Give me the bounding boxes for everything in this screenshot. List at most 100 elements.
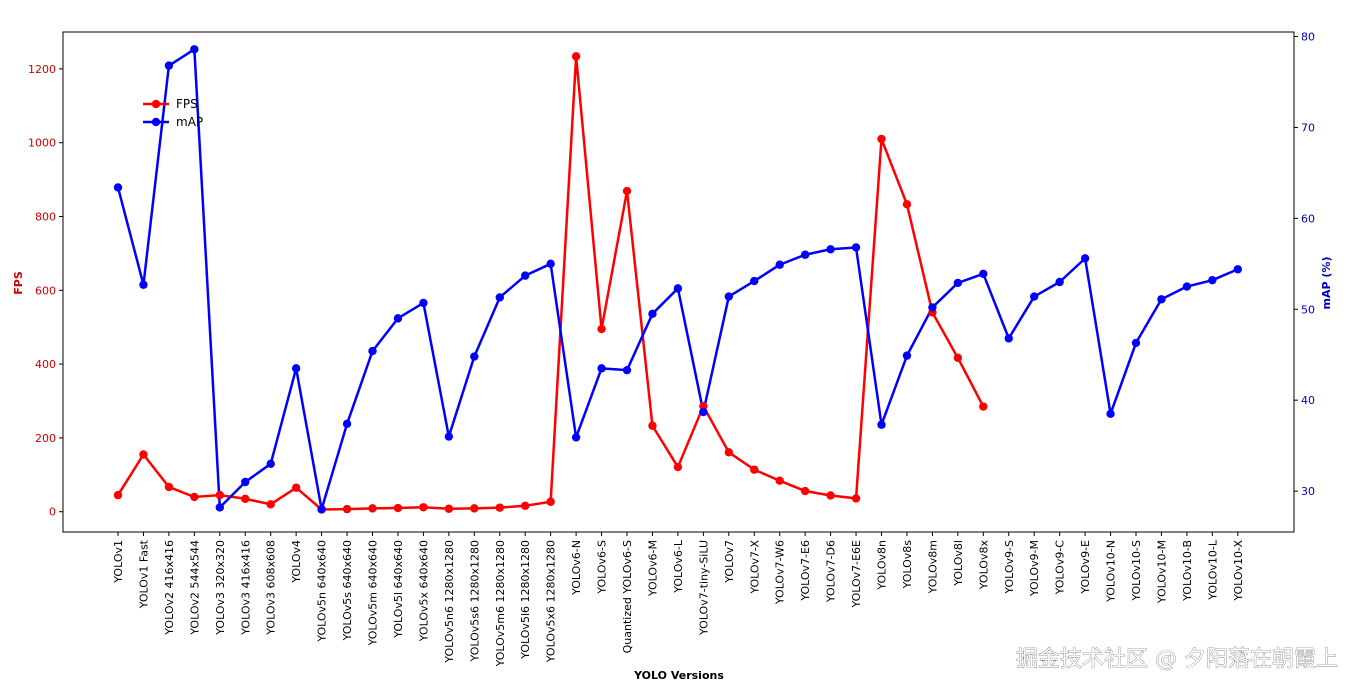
map-point <box>215 503 224 512</box>
fps-point <box>724 448 733 457</box>
fps-point <box>750 465 759 474</box>
x-tick-label: Quantized YOLOv6-S <box>621 540 634 653</box>
x-tick-label: YOLOv7 <box>723 540 736 584</box>
fps-point <box>622 186 632 196</box>
right-tick-label: 60 <box>1301 212 1315 225</box>
map-point <box>1233 265 1243 274</box>
legend: FPS mAP <box>143 97 203 129</box>
x-tick-label: YOLOv5x 640x640 <box>417 540 430 642</box>
map-point <box>546 259 555 269</box>
x-tick-label: YOLOv3 416x416 <box>239 540 252 636</box>
map-point <box>470 352 479 361</box>
map-point <box>368 346 377 356</box>
fps-point <box>800 486 810 496</box>
series-points <box>113 45 1243 514</box>
x-tick-label: YOLOv5n 640x640 <box>316 540 329 643</box>
map-point <box>571 433 581 442</box>
map-point <box>113 183 123 192</box>
x-tick-label: YOLOv8n <box>876 540 889 591</box>
fps-point <box>241 494 250 503</box>
map-point <box>495 293 504 302</box>
fps-point <box>393 503 403 513</box>
x-tick-label: YOLOv3 320x320 <box>214 540 227 636</box>
map-point <box>877 420 886 429</box>
left-tick-label: 600 <box>35 284 56 297</box>
right-tick-label: 40 <box>1301 394 1315 407</box>
map-point <box>1182 282 1192 291</box>
left-tick-label: 1200 <box>28 63 56 76</box>
left-tick-label: 800 <box>35 211 56 224</box>
fps-point <box>113 490 123 500</box>
x-axis-ticks: YOLOv1 YOLOv1 Fast YOLOv2 416x416 YOLOv2 54… <box>112 532 1245 667</box>
x-tick-label: YOLOv6-L <box>672 539 685 594</box>
fps-point <box>597 324 606 334</box>
x-tick-label: YOLOv10-L <box>1206 539 1219 601</box>
x-tick-label: YOLOv9-M <box>1028 540 1041 597</box>
x-tick-label: YOLOv10-M <box>1155 540 1168 604</box>
fps-point <box>775 476 784 485</box>
x-tick-label: YOLOv1 Fast <box>137 539 150 609</box>
map-point <box>724 292 733 301</box>
fps-point <box>902 200 912 209</box>
map-point <box>928 303 937 312</box>
fps-point <box>851 494 861 503</box>
fps-point <box>979 402 988 411</box>
y-right-axis-title: mAP (%) <box>1320 257 1333 310</box>
x-tick-label: YOLOv6-S <box>596 540 609 595</box>
map-point <box>419 298 428 308</box>
x-tick-label: YOLOv7-E6E <box>850 540 863 609</box>
x-tick-label: YOLOv8l <box>952 540 965 587</box>
x-tick-label: YOLOv9-C <box>1054 540 1067 596</box>
fps-point <box>699 401 708 411</box>
fps-point <box>877 134 886 144</box>
fps-point <box>648 421 657 430</box>
fps-point <box>139 450 148 459</box>
legend-label-map: mAP <box>176 115 203 129</box>
legend-label-fps: FPS <box>176 97 198 111</box>
left-tick-label: 1000 <box>28 137 56 150</box>
right-tick-label: 70 <box>1301 121 1315 134</box>
fps-point <box>291 483 301 492</box>
right-tick-label: 80 <box>1301 31 1315 44</box>
x-tick-label: YOLOv10-X <box>1232 540 1245 602</box>
x-tick-label: YOLOv5m 640x640 <box>367 540 380 646</box>
fps-point <box>546 497 555 506</box>
x-tick-label: YOLOv7-X <box>748 540 761 595</box>
left-tick-label: 0 <box>49 506 56 519</box>
x-tick-label: YOLOv1 <box>112 540 125 584</box>
fps-point <box>495 503 504 512</box>
fps-point <box>444 504 454 513</box>
map-point <box>190 45 199 54</box>
map-point <box>393 314 403 323</box>
map-point <box>1004 334 1013 343</box>
map-point <box>851 243 861 252</box>
map-point <box>291 364 301 373</box>
map-point <box>800 250 810 259</box>
x-tick-label: YOLOv9-E <box>1079 540 1092 595</box>
x-tick-label: YOLOv7-D6 <box>825 540 838 603</box>
x-tick-label: YOLOv8x <box>977 540 990 591</box>
series-lines <box>116 48 1239 511</box>
map-point <box>521 271 530 280</box>
map-point <box>1055 277 1064 287</box>
x-tick-label: YOLOv8s <box>901 540 914 590</box>
map-point <box>673 284 683 293</box>
x-tick-label: YOLOv2 544x544 <box>188 540 201 636</box>
x-tick-label: YOLOv10-B <box>1181 540 1194 602</box>
x-tick-label: YOLOv8m <box>926 540 939 594</box>
map-point <box>317 505 326 514</box>
map-point <box>597 364 606 373</box>
plot-frame <box>62 31 1295 533</box>
x-tick-label: YOLOv5l 640x640 <box>392 540 405 639</box>
map-point <box>1157 295 1166 304</box>
right-tick-label: 50 <box>1301 303 1315 316</box>
x-tick-label: YOLOv7-tiny-SiLU <box>697 540 710 636</box>
left-axis-ticks: 0 200 400 600 800 1000 1200 <box>28 63 63 519</box>
x-axis-title: YOLO Versions <box>633 669 724 682</box>
map-point <box>1131 338 1141 348</box>
watermark: 掘金技术社区 @ 夕阳落在朝霞上 <box>1016 647 1338 672</box>
x-tick-label: YOLOv5s6 1280x1280 <box>468 540 481 662</box>
x-tick-label: YOLOv7-E6 <box>799 540 812 602</box>
